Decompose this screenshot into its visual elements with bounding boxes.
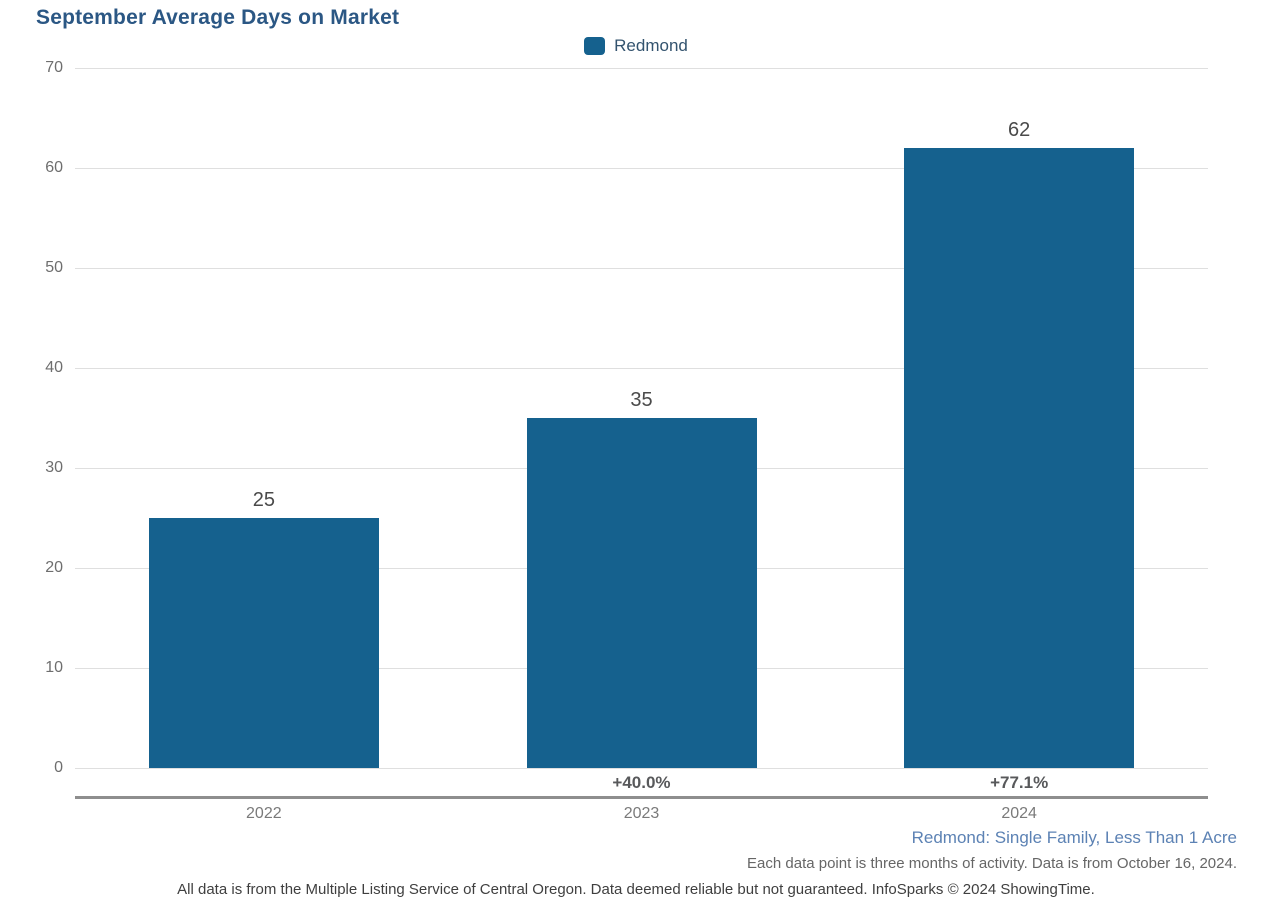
- gridline-y-60: [75, 168, 1208, 169]
- gridline-y-50: [75, 268, 1208, 269]
- bar-2024[interactable]: [904, 148, 1135, 768]
- y-tick-label-20: 20: [45, 559, 63, 576]
- footnote-data-note: Each data point is three months of activ…: [747, 855, 1237, 872]
- y-tick-label-60: 60: [45, 159, 63, 176]
- legend-item-redmond[interactable]: Redmond: [584, 36, 688, 56]
- y-tick-label-30: 30: [45, 459, 63, 476]
- x-axis-line: [75, 796, 1208, 799]
- y-tick-label-40: 40: [45, 359, 63, 376]
- footnote-disclaimer: All data is from the Multiple Listing Se…: [177, 881, 1095, 898]
- y-tick-label-50: 50: [45, 259, 63, 276]
- y-tick-label-0: 0: [54, 759, 63, 776]
- x-axis-label-2024: 2024: [1001, 805, 1037, 822]
- legend: Redmond: [0, 36, 1272, 56]
- legend-label: Redmond: [614, 36, 688, 55]
- bar-2023[interactable]: [526, 418, 757, 768]
- pct-change-label-2023: +40.0%: [612, 773, 671, 792]
- gridline-y-40: [75, 368, 1208, 369]
- bar-2022[interactable]: [148, 518, 379, 768]
- bar-value-label-2022: 25: [252, 489, 275, 511]
- x-axis-label-2023: 2023: [623, 805, 660, 822]
- pct-change-label-2024: +77.1%: [990, 773, 1049, 792]
- legend-swatch-icon: [584, 37, 606, 55]
- gridline-y-0: [75, 768, 1208, 769]
- bar-value-label-2024: 62: [1008, 119, 1031, 141]
- bar-value-label-2023: 35: [630, 389, 653, 411]
- chart-title: September Average Days on Market: [36, 6, 400, 29]
- y-tick-label-10: 10: [45, 659, 63, 676]
- gridline-y-70: [75, 68, 1208, 69]
- x-axis-label-2022: 2022: [246, 805, 282, 822]
- plot-area: 25 35 62: [75, 68, 1208, 769]
- y-tick-label-70: 70: [45, 59, 63, 76]
- footnote-segment: Redmond: Single Family, Less Than 1 Acre: [911, 828, 1237, 847]
